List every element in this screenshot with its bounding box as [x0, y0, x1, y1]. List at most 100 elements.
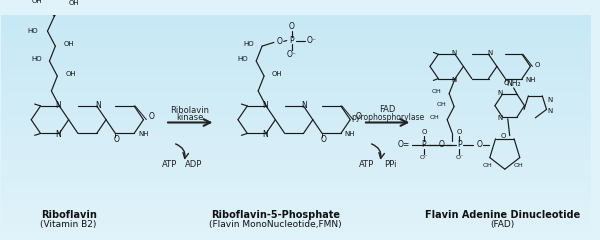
Bar — [1, 47, 592, 48]
Bar — [1, 51, 592, 52]
Bar — [1, 229, 592, 230]
Bar — [1, 214, 592, 215]
Bar — [1, 192, 592, 193]
Bar — [1, 172, 592, 173]
Bar — [1, 73, 592, 74]
Bar — [1, 31, 592, 32]
Bar — [1, 32, 592, 33]
Bar — [1, 193, 592, 194]
Text: HO: HO — [27, 28, 38, 34]
Bar — [1, 182, 592, 183]
Text: ADP: ADP — [185, 160, 202, 169]
Bar — [1, 77, 592, 78]
Text: O: O — [289, 22, 295, 31]
Bar — [1, 202, 592, 203]
Bar — [1, 213, 592, 214]
Text: OH: OH — [68, 0, 79, 6]
Bar — [1, 122, 592, 123]
Bar — [1, 55, 592, 56]
Bar — [1, 35, 592, 36]
Bar — [1, 125, 592, 126]
Bar — [1, 56, 592, 57]
Bar — [1, 46, 592, 47]
Bar — [1, 33, 592, 34]
Text: FAD: FAD — [379, 105, 396, 114]
Bar — [1, 219, 592, 220]
Bar — [1, 36, 592, 37]
Bar — [1, 116, 592, 117]
Text: O: O — [148, 112, 154, 121]
Bar — [1, 212, 592, 213]
Bar — [1, 141, 592, 142]
Bar — [1, 42, 592, 43]
Text: ATP: ATP — [359, 160, 374, 169]
Bar — [1, 67, 592, 68]
Bar — [1, 228, 592, 229]
Bar — [1, 160, 592, 161]
Bar — [1, 224, 592, 225]
Text: O: O — [457, 129, 462, 135]
Text: HO: HO — [31, 56, 41, 62]
Bar — [1, 107, 592, 108]
Text: (Vitamin B2): (Vitamin B2) — [40, 220, 97, 229]
Bar — [1, 111, 592, 112]
Bar — [1, 166, 592, 167]
Bar — [1, 227, 592, 228]
Bar — [1, 15, 592, 16]
Bar — [1, 234, 592, 235]
Text: OH: OH — [32, 0, 43, 4]
Text: O: O — [277, 37, 283, 46]
Bar — [1, 143, 592, 144]
Bar — [1, 180, 592, 181]
Text: pyrophosphorylase: pyrophosphorylase — [351, 113, 424, 122]
Text: OH: OH — [436, 102, 446, 107]
Bar — [1, 210, 592, 211]
Bar — [1, 152, 592, 153]
Bar — [1, 63, 592, 64]
Bar — [1, 90, 592, 91]
Text: P: P — [289, 36, 294, 45]
Bar — [1, 222, 592, 223]
Text: PPi: PPi — [385, 160, 397, 169]
Bar — [1, 108, 592, 109]
Bar — [1, 74, 592, 75]
Bar — [1, 124, 592, 125]
Bar — [1, 29, 592, 30]
Bar — [1, 237, 592, 238]
Bar — [1, 153, 592, 154]
Text: O: O — [421, 129, 427, 135]
Bar — [1, 70, 592, 71]
Bar — [1, 129, 592, 130]
Bar — [1, 185, 592, 186]
Text: N: N — [451, 77, 457, 83]
Bar — [1, 112, 592, 113]
Bar — [1, 68, 592, 69]
Text: N: N — [262, 101, 268, 109]
Bar — [1, 211, 592, 212]
Text: OH: OH — [431, 89, 441, 94]
Bar — [1, 216, 592, 217]
Bar — [1, 150, 592, 151]
Bar — [1, 115, 592, 116]
Bar — [1, 89, 592, 90]
Text: N: N — [95, 101, 101, 109]
Text: N: N — [55, 130, 61, 139]
Text: P: P — [457, 140, 462, 150]
Bar — [1, 196, 592, 197]
Text: N: N — [547, 108, 553, 114]
Bar — [1, 133, 592, 134]
Bar — [1, 128, 592, 129]
Bar — [1, 230, 592, 231]
Text: O: O — [320, 135, 326, 144]
Bar — [1, 40, 592, 41]
Bar — [1, 179, 592, 180]
Bar — [1, 173, 592, 174]
Bar — [1, 123, 592, 124]
Bar — [1, 66, 592, 67]
Text: OH: OH — [272, 71, 283, 77]
Bar — [1, 134, 592, 135]
Bar — [1, 175, 592, 176]
Bar — [1, 138, 592, 139]
Bar — [1, 144, 592, 145]
Bar — [1, 163, 592, 164]
